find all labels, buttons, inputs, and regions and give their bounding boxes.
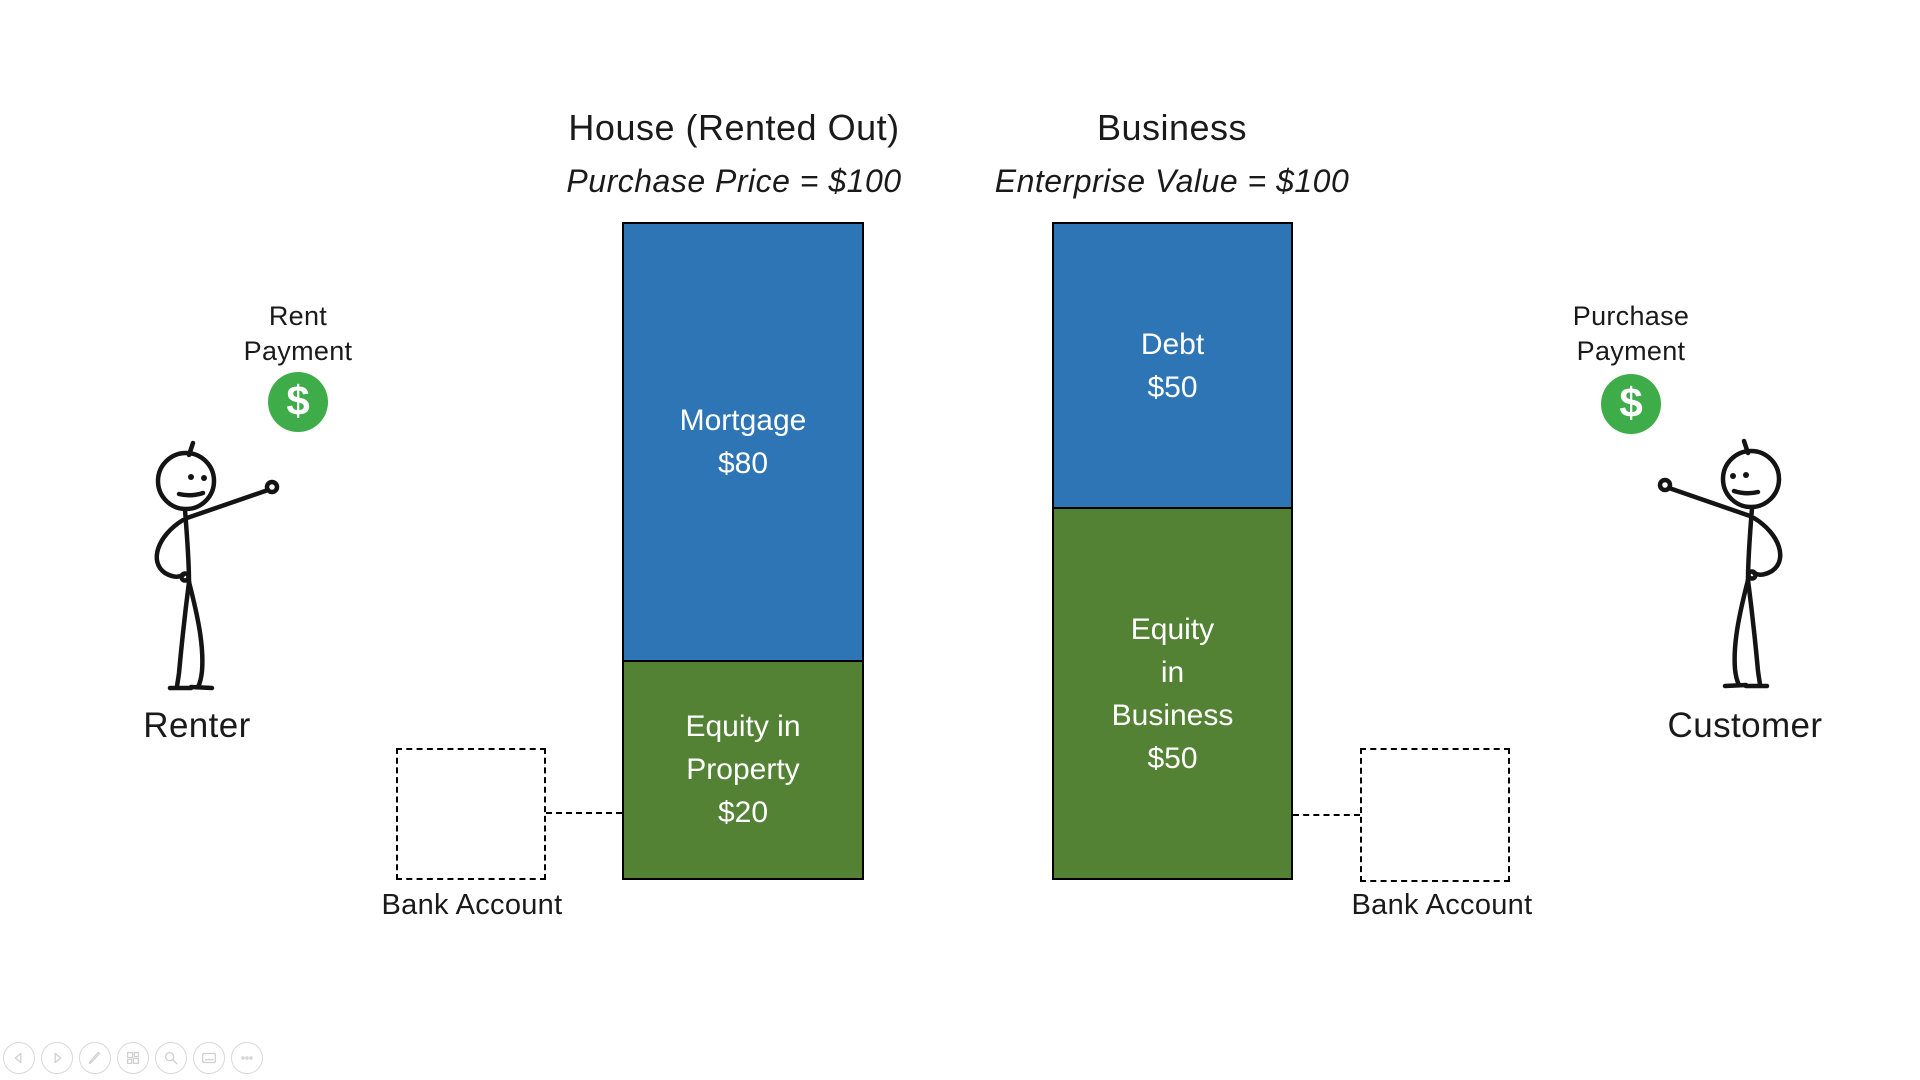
customer-stick-figure [1657,438,1783,689]
house-title: House (Rented Out) [568,107,900,148]
dollar-icon: $ [268,372,328,432]
house-mortgage-segment: Mortgage $80 [624,224,862,660]
purchase-payment-line: Purchase [1572,301,1690,331]
business-stacked-bar: Debt $50 Equity in Business $50 [1052,222,1293,880]
segment-label-line: Mortgage [679,403,807,437]
business-equity-segment: Equity in Business $50 [1054,507,1291,878]
pen-icon [88,1051,101,1065]
bank-account-label-left: Bank Account [381,889,563,921]
all-slides-icon [126,1051,140,1065]
captions-button[interactable] [193,1042,225,1074]
bank-account-box-left [396,748,546,880]
rent-payment-label: Rent Payment [148,299,448,369]
segment-value-line: $80 [717,446,769,480]
dollar-icon: $ [1601,374,1661,434]
segment-value-line: $20 [717,796,769,830]
segment-label-line: Debt [1140,327,1205,361]
house-equity-segment: Equity in Property $20 [624,659,862,878]
dollar-symbol: $ [1619,379,1643,426]
bank-account-label-right: Bank Account [1351,889,1533,921]
zoom-slide-button[interactable] [155,1042,187,1074]
ellipsis-icon [241,1056,253,1060]
customer-name-label: Customer [1667,706,1823,745]
segment-label-line: Equity [1130,612,1215,646]
bank-account-box-right [1360,748,1510,882]
business-title: Business [1096,107,1248,148]
house-stacked-bar: Mortgage $80 Equity in Property $20 [622,222,864,880]
purchase-payment-label: Purchase Payment [1481,299,1781,369]
captions-icon [202,1052,216,1064]
pen-tool-button[interactable] [79,1042,111,1074]
segment-value-line: $50 [1147,741,1198,775]
renter-name-label: Renter [143,706,251,745]
business-subtitle: Enterprise Value = $100 [994,163,1350,199]
rent-payment-line: Rent [268,301,328,331]
connector-line-right [1293,814,1360,816]
segment-label-line: in [1160,655,1185,689]
magnifier-icon [164,1051,178,1065]
next-slide-button[interactable] [41,1042,73,1074]
previous-slide-button[interactable] [3,1042,35,1074]
segment-label-line: Property [686,753,800,787]
more-options-button[interactable] [231,1042,263,1074]
see-all-slides-button[interactable] [117,1042,149,1074]
rent-payment-line: Payment [243,336,353,366]
purchase-payment-line: Payment [1576,336,1686,366]
slideshow-toolbar [3,1042,263,1074]
segment-label-line: Business [1111,698,1234,732]
next-slide-icon [54,1052,62,1064]
connector-line-left [546,812,622,814]
segment-label-line: Equity in [685,710,801,744]
business-debt-segment: Debt $50 [1054,224,1291,507]
previous-slide-icon [14,1052,22,1064]
segment-value-line: $50 [1147,370,1198,404]
renter-stick-figure [154,440,280,691]
house-subtitle: Purchase Price = $100 [566,163,902,199]
dollar-symbol: $ [286,377,310,424]
